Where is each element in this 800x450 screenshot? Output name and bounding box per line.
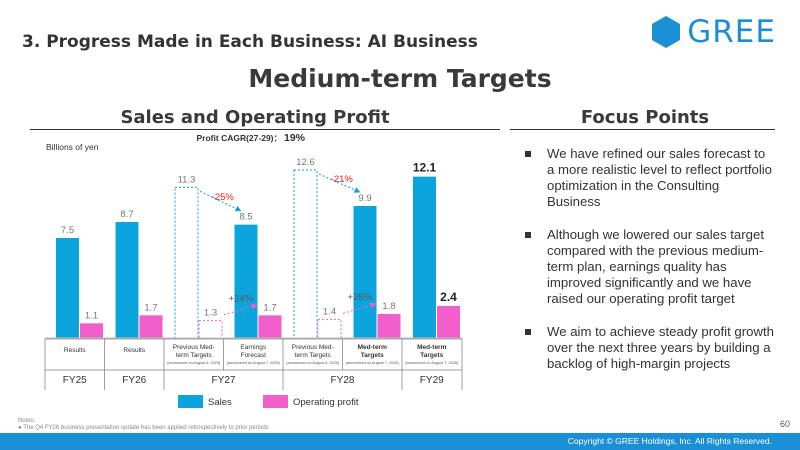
category-label: Med-term bbox=[358, 344, 387, 351]
sales-bar bbox=[413, 176, 436, 338]
category-sublabel: (announced on August 6, 2025) bbox=[286, 361, 340, 365]
category-label: Results bbox=[64, 347, 86, 354]
focus-point: We have refined our sales forecast to a … bbox=[525, 146, 775, 210]
fiscal-year-label: FY28 bbox=[331, 375, 355, 386]
sales-section-rule bbox=[30, 129, 500, 130]
focus-point-text: Although we lowered our sales target com… bbox=[547, 227, 764, 306]
category-label: Targets bbox=[361, 352, 384, 359]
fiscal-year-label: FY29 bbox=[420, 375, 444, 386]
sales-section-title: Sales and Operating Profit bbox=[120, 107, 390, 128]
category-sublabel: (announced on August 7, 2026) bbox=[227, 361, 281, 365]
category-sublabel: (announced on August 7, 2026) bbox=[405, 361, 459, 365]
sales-value-label: 8.7 bbox=[120, 209, 133, 220]
category-label: Previous Med- bbox=[173, 344, 215, 351]
profit-bar bbox=[139, 315, 163, 338]
focus-section-rule bbox=[510, 129, 775, 130]
gree-logo: GREE bbox=[649, 14, 776, 50]
sales-value-label: 12.1 bbox=[413, 161, 437, 175]
focus-section-title: Focus Points bbox=[580, 107, 710, 128]
profit-change-arrow bbox=[223, 303, 258, 316]
legend-label-profit: Operating profit bbox=[293, 397, 359, 408]
sales-value-label: 8.5 bbox=[239, 212, 252, 223]
sales-value-label: 9.9 bbox=[358, 193, 371, 204]
profit-value-label: 1.1 bbox=[85, 310, 98, 321]
profit-bar bbox=[80, 323, 103, 338]
copyright-text: Copyright © GREE Holdings, Inc. All Righ… bbox=[567, 436, 772, 446]
category-label: term Targets bbox=[295, 352, 332, 359]
sales-bar bbox=[174, 186, 199, 339]
footer-bar: Copyright © GREE Holdings, Inc. All Righ… bbox=[0, 433, 800, 450]
notes-item: ● The Q4 FY26 business presentation upda… bbox=[18, 425, 269, 431]
notes-item-text: The Q4 FY26 business presentation update… bbox=[23, 425, 269, 431]
category-label: Targets bbox=[420, 352, 443, 359]
cagr-label: Profit CAGR(27-29)： bbox=[197, 133, 282, 143]
sales-bar bbox=[115, 222, 139, 338]
notes-heading: Notes: bbox=[18, 418, 36, 424]
profit-value-label: 1.7 bbox=[263, 302, 276, 313]
logo-wordmark: GREE bbox=[687, 14, 776, 50]
profit-value-label: 1.7 bbox=[144, 302, 157, 313]
profit-bar bbox=[437, 306, 460, 338]
profit-value-label: 1.3 bbox=[204, 308, 217, 319]
square-bullet-icon bbox=[525, 151, 531, 157]
category-label: Forecast bbox=[241, 352, 266, 359]
legend-label-sales: Sales bbox=[208, 397, 232, 408]
legend-swatch-profit bbox=[263, 395, 288, 408]
profit-value-label: 1.8 bbox=[382, 301, 395, 312]
fiscal-year-label: FY25 bbox=[63, 375, 87, 386]
fiscal-year-label: FY26 bbox=[122, 375, 146, 386]
focus-point-text: We aim to achieve steady profit growth o… bbox=[547, 324, 774, 371]
profit-change-arrow bbox=[342, 302, 377, 314]
category-label: Earnings bbox=[240, 344, 266, 351]
cagr-value: 19% bbox=[284, 132, 306, 144]
profit-bar bbox=[377, 314, 401, 338]
page-header-title: 3. Progress Made in Each Business: AI Bu… bbox=[22, 32, 478, 52]
main-title: Medium-term Targets bbox=[248, 64, 552, 93]
focus-point: Although we lowered our sales target com… bbox=[525, 227, 775, 307]
focus-point: We aim to achieve steady profit growth o… bbox=[525, 324, 775, 372]
legend-swatch-sales bbox=[178, 395, 203, 408]
sales-change-arrow bbox=[318, 173, 361, 193]
focus-point-text: We have refined our sales forecast to a … bbox=[547, 146, 773, 209]
page-number: 60 bbox=[779, 419, 790, 429]
sales-bar bbox=[293, 169, 318, 339]
profit-value-label: 1.4 bbox=[323, 306, 336, 317]
sales-change-label: -21% bbox=[331, 174, 354, 185]
sales-bar bbox=[56, 238, 79, 338]
sales-value-label: 7.5 bbox=[61, 225, 74, 236]
profit-change-label: +24% bbox=[228, 293, 253, 304]
square-bullet-icon bbox=[525, 329, 531, 335]
y-axis-label: Billions of yen bbox=[46, 142, 99, 152]
sales-bar bbox=[234, 224, 258, 338]
category-label: Med-term bbox=[417, 344, 446, 351]
sales-value-label: 12.6 bbox=[296, 157, 315, 168]
category-table-border bbox=[44, 338, 463, 371]
category-sublabel: (announced on August 6, 2025) bbox=[167, 361, 221, 365]
sales-change-label: -25% bbox=[212, 192, 235, 203]
square-bullet-icon bbox=[525, 232, 531, 238]
category-label: term Targets bbox=[176, 352, 213, 359]
profit-bar bbox=[317, 318, 342, 339]
category-label: Previous Med- bbox=[292, 344, 334, 351]
category-sublabel: (announced on August 7, 2026) bbox=[346, 361, 400, 365]
hexagon-logo-icon bbox=[652, 16, 681, 48]
profit-bar bbox=[258, 315, 282, 338]
fiscal-year-label: FY27 bbox=[212, 375, 236, 386]
category-label: Results bbox=[123, 347, 145, 354]
sales-value-label: 11.3 bbox=[178, 174, 196, 185]
notes: Notes: ● The Q4 FY26 business presentati… bbox=[18, 418, 269, 432]
profit-change-label: +25% bbox=[347, 292, 372, 303]
profit-value-label: 2.4 bbox=[440, 290, 457, 304]
focus-points-list: We have refined our sales forecast to a … bbox=[525, 146, 775, 389]
sales-change-arrow bbox=[199, 190, 242, 212]
profit-bar bbox=[198, 320, 223, 339]
sales-bar bbox=[353, 206, 377, 338]
